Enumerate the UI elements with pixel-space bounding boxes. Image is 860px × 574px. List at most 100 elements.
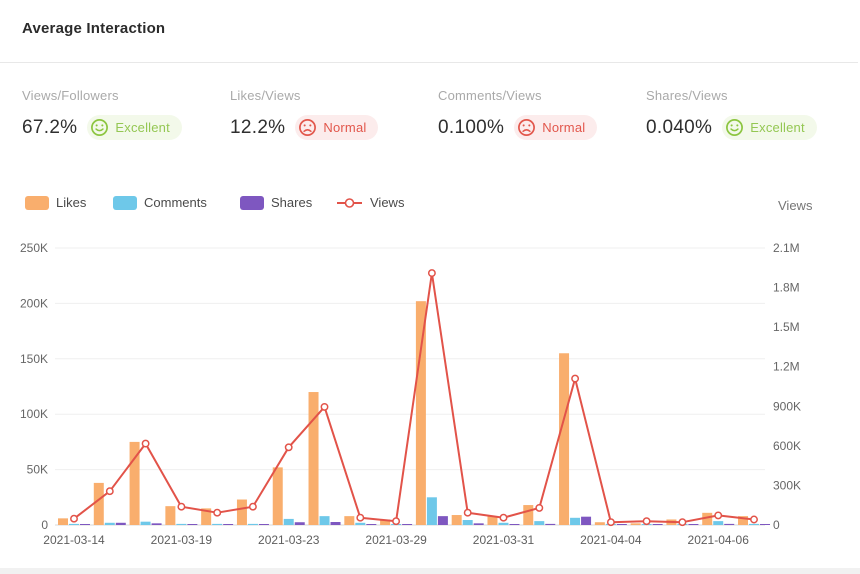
kpi-card-comments-views: Comments/Views 0.100% Normal [438, 88, 638, 150]
header-divider [0, 62, 858, 63]
kpi-label: Shares/Views [646, 88, 728, 103]
left-axis-labels: 0 50K 100K 150K 200K 250K [20, 241, 48, 532]
shares-bar[interactable] [330, 522, 341, 525]
shares-bar[interactable] [294, 522, 305, 525]
comments-bar[interactable] [355, 522, 366, 525]
likes-bar[interactable] [308, 392, 319, 525]
views-data-point[interactable] [606, 518, 615, 527]
views-data-point[interactable] [427, 269, 436, 278]
likes-bar[interactable] [165, 506, 176, 525]
comments-bar[interactable] [140, 521, 151, 525]
svg-text:2021-03-19: 2021-03-19 [151, 533, 213, 547]
svg-text:900K: 900K [773, 399, 801, 413]
shares-bar[interactable] [80, 524, 90, 525]
comments-bar[interactable] [462, 520, 473, 525]
likes-bar[interactable] [559, 353, 570, 525]
views-data-point[interactable] [499, 513, 508, 522]
views-data-point[interactable] [284, 443, 293, 452]
views-data-point[interactable] [642, 517, 651, 526]
legend-item-comments[interactable]: Comments [113, 195, 207, 210]
svg-text:1.5M: 1.5M [773, 320, 800, 334]
legend-item-shares[interactable]: Shares [240, 195, 312, 210]
chart-canvas[interactable]: 0 50K 100K 150K 200K 250K 0 300K 600K 900K 1.2M 1.5… [0, 230, 860, 560]
shares-bar[interactable] [724, 523, 735, 525]
shares-bar[interactable] [115, 522, 126, 525]
comments-bar[interactable] [498, 522, 509, 525]
smiley-face-icon [91, 119, 109, 136]
likes-bar[interactable] [380, 519, 391, 525]
comments-bar[interactable] [247, 523, 258, 525]
legend-item-likes[interactable]: Likes [25, 195, 86, 210]
comments-bar[interactable] [749, 523, 760, 525]
comments-bar[interactable] [534, 521, 545, 525]
shares-bar[interactable] [652, 524, 663, 525]
status-badge: Excellent [722, 115, 817, 140]
views-data-point[interactable] [177, 502, 186, 511]
views-data-point[interactable] [248, 502, 257, 511]
likes-bar[interactable] [523, 505, 534, 525]
likes-bars[interactable] [58, 301, 749, 525]
shares-bar[interactable] [258, 524, 269, 525]
comments-bar[interactable] [570, 517, 581, 525]
views-data-point[interactable] [535, 503, 544, 512]
svg-text:0: 0 [41, 518, 48, 532]
comments-bar[interactable] [212, 523, 223, 525]
views-data-point[interactable] [463, 508, 472, 517]
views-data-point[interactable] [392, 517, 401, 526]
views-line[interactable] [70, 269, 758, 527]
shares-bar[interactable] [151, 523, 162, 525]
svg-text:50K: 50K [27, 463, 48, 477]
shares-bar[interactable] [616, 524, 627, 525]
comments-bar[interactable] [283, 518, 294, 525]
comments-bar[interactable] [319, 516, 330, 525]
views-data-point[interactable] [714, 511, 723, 520]
views-data-point[interactable] [141, 439, 150, 448]
views-data-point[interactable] [571, 374, 580, 383]
shares-bar[interactable] [688, 524, 699, 525]
shares-bars[interactable] [80, 516, 771, 525]
likes-bar[interactable] [738, 516, 749, 525]
shares-bar[interactable] [473, 523, 484, 525]
views-data-point[interactable] [213, 508, 222, 517]
comments-bar[interactable] [104, 522, 115, 525]
status-badge: Excellent [87, 115, 182, 140]
shares-bar[interactable] [760, 524, 771, 525]
likes-bar[interactable] [344, 516, 355, 525]
likes-bar[interactable] [487, 516, 498, 525]
legend-item-views[interactable]: Views [336, 195, 404, 210]
likes-bar[interactable] [415, 301, 426, 525]
comments-bar[interactable] [713, 521, 724, 525]
likes-bar[interactable] [129, 441, 140, 525]
likes-bar[interactable] [630, 523, 641, 525]
likes-bar[interactable] [451, 515, 462, 525]
shares-bar[interactable] [366, 524, 377, 525]
views-data-point[interactable] [356, 513, 365, 522]
likes-bar[interactable] [594, 522, 605, 525]
shares-bar[interactable] [223, 524, 234, 525]
shares-bar[interactable] [402, 524, 413, 525]
svg-text:300K: 300K [773, 478, 801, 492]
views-data-point[interactable] [70, 514, 78, 523]
shares-bar[interactable] [509, 524, 520, 525]
shares-bar[interactable] [545, 523, 556, 525]
shares-bar[interactable] [437, 516, 448, 525]
comments-bar[interactable] [426, 497, 437, 525]
shares-bar[interactable] [581, 516, 592, 525]
views-data-point[interactable] [678, 518, 687, 527]
status-badge: Normal [295, 115, 379, 140]
views-data-point[interactable] [105, 487, 114, 496]
likes-bar[interactable] [272, 467, 283, 525]
kpi-card-likes-views: Likes/Views 12.2% Normal [230, 88, 430, 150]
comments-bar[interactable] [69, 523, 79, 525]
interaction-chart[interactable]: 0 50K 100K 150K 200K 250K 0 300K 600K 900K 1.2M 1.5… [0, 230, 860, 560]
views-data-point[interactable] [750, 515, 758, 524]
views-data-point[interactable] [320, 402, 329, 411]
comments-bar[interactable] [176, 523, 187, 525]
shares-bar[interactable] [187, 524, 198, 525]
likes-bar[interactable] [702, 512, 713, 525]
svg-text:600K: 600K [773, 439, 801, 453]
likes-bar[interactable] [93, 482, 104, 525]
likes-bar[interactable] [201, 508, 212, 525]
likes-bar[interactable] [236, 499, 247, 525]
likes-bar[interactable] [58, 518, 68, 525]
